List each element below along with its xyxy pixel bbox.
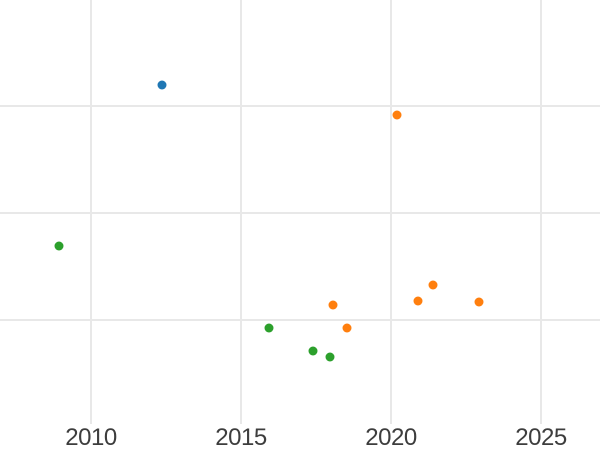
point-green: [308, 346, 318, 356]
horizontal-gridline: [0, 212, 600, 214]
horizontal-gridline: [0, 319, 600, 321]
point-orange: [328, 300, 338, 310]
point-orange: [474, 297, 484, 307]
point-blue: [157, 80, 167, 90]
x-tick-label: 2020: [365, 424, 417, 450]
point-green: [325, 352, 335, 362]
x-tick-label: 2010: [65, 424, 117, 450]
point-orange: [428, 280, 438, 290]
plot-area: [0, 0, 600, 424]
point-green: [264, 323, 274, 333]
point-orange: [342, 323, 352, 333]
x-tick-label: 2015: [215, 424, 267, 450]
x-axis: 2010 2015 2020 2025: [0, 424, 600, 450]
point-orange: [392, 110, 402, 120]
point-green: [54, 241, 64, 251]
point-orange: [413, 296, 423, 306]
x-tick-label: 2025: [515, 424, 567, 450]
horizontal-gridline: [0, 105, 600, 107]
